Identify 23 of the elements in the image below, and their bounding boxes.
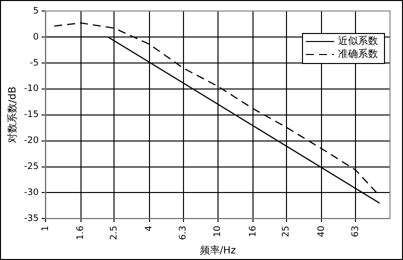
y-tick-label: -20 — [24, 136, 39, 146]
x-tick-label: 40 — [316, 225, 327, 238]
y-axis-title: 对数系数/dB — [6, 86, 19, 144]
x-tick-label: 4 — [144, 225, 155, 232]
y-tick-label: -15 — [24, 110, 39, 120]
y-tick-label: 0 — [32, 32, 39, 42]
x-tick-label: 6.3 — [178, 226, 189, 240]
y-tick-label: -10 — [24, 84, 39, 94]
y-tick-label: -25 — [24, 162, 39, 172]
y-tick-label: 5 — [32, 6, 39, 16]
x-axis-title: 频率/Hz — [200, 244, 236, 257]
x-tick-label: 2.5 — [110, 226, 120, 240]
y-tick-label: -5 — [30, 58, 39, 68]
y-tick-label: -35 — [24, 214, 39, 224]
legend-label: 近似系数 — [338, 35, 378, 48]
x-tick-label: 1.6 — [76, 225, 86, 240]
y-tick-label: -30 — [24, 188, 39, 198]
x-tick-label: 1 — [41, 226, 52, 232]
x-tick-label: 63 — [350, 226, 361, 238]
x-tick-label: 16 — [248, 225, 258, 238]
x-tick-label: 10 — [213, 225, 224, 238]
x-tick-label: 25 — [282, 226, 292, 238]
legend-label: 准确系数 — [338, 48, 378, 60]
